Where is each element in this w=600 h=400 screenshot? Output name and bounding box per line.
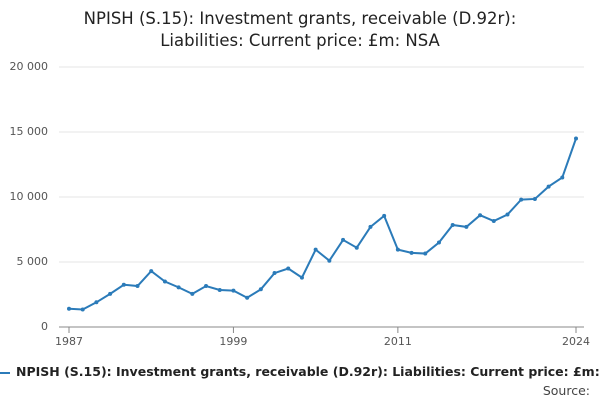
- data-point: [354, 245, 359, 250]
- data-point: [121, 282, 126, 287]
- data-point: [546, 184, 551, 189]
- data-point: [108, 291, 113, 296]
- data-point: [327, 258, 332, 263]
- legend-swatch: [0, 371, 10, 374]
- data-point: [532, 196, 537, 201]
- source-label: Source:: [542, 383, 590, 398]
- data-point: [395, 247, 400, 252]
- data-point: [382, 213, 387, 218]
- data-point: [450, 222, 455, 227]
- data-point: [409, 250, 414, 255]
- data-point: [560, 175, 565, 180]
- data-point: [368, 224, 373, 229]
- data-point: [423, 251, 428, 256]
- data-point: [190, 291, 195, 296]
- y-tick-label: 10 000: [10, 190, 49, 203]
- data-point: [574, 136, 578, 141]
- data-point: [80, 307, 85, 312]
- y-tick-label: 15 000: [10, 125, 49, 138]
- y-tick-label: 0: [41, 320, 48, 333]
- data-point: [135, 284, 140, 289]
- data-point: [286, 266, 291, 271]
- data-point: [67, 306, 71, 311]
- x-tick-label: 1999: [219, 335, 247, 348]
- data-point: [519, 197, 524, 202]
- data-point: [464, 224, 469, 229]
- data-point: [204, 284, 209, 289]
- data-point: [313, 247, 318, 252]
- legend: NPISH (S.15): Investment grants, receiva…: [0, 364, 600, 379]
- x-tick-label: 2011: [384, 335, 412, 348]
- data-point: [217, 287, 222, 292]
- y-tick-label: 20 000: [10, 60, 49, 73]
- data-point: [258, 287, 263, 292]
- chart-title: NPISH (S.15): Investment grants, receiva…: [83, 9, 517, 50]
- series-line: [68, 138, 577, 311]
- x-tick-label: 1987: [55, 335, 83, 348]
- data-point: [478, 213, 483, 218]
- data-point: [162, 279, 167, 284]
- data-point: [94, 300, 99, 305]
- y-tick-label: 5 000: [17, 255, 49, 268]
- data-point: [176, 285, 181, 290]
- data-point: [436, 240, 441, 245]
- data-point: [149, 269, 154, 274]
- data-point: [341, 237, 346, 242]
- data-point: [245, 295, 250, 300]
- data-point: [272, 271, 277, 276]
- data-point: [231, 288, 236, 293]
- data-point: [491, 219, 496, 224]
- legend-label: NPISH (S.15): Investment grants, receiva…: [16, 364, 600, 379]
- data-point: [505, 212, 510, 217]
- x-tick-label: 2024: [562, 335, 590, 348]
- data-point: [299, 275, 304, 280]
